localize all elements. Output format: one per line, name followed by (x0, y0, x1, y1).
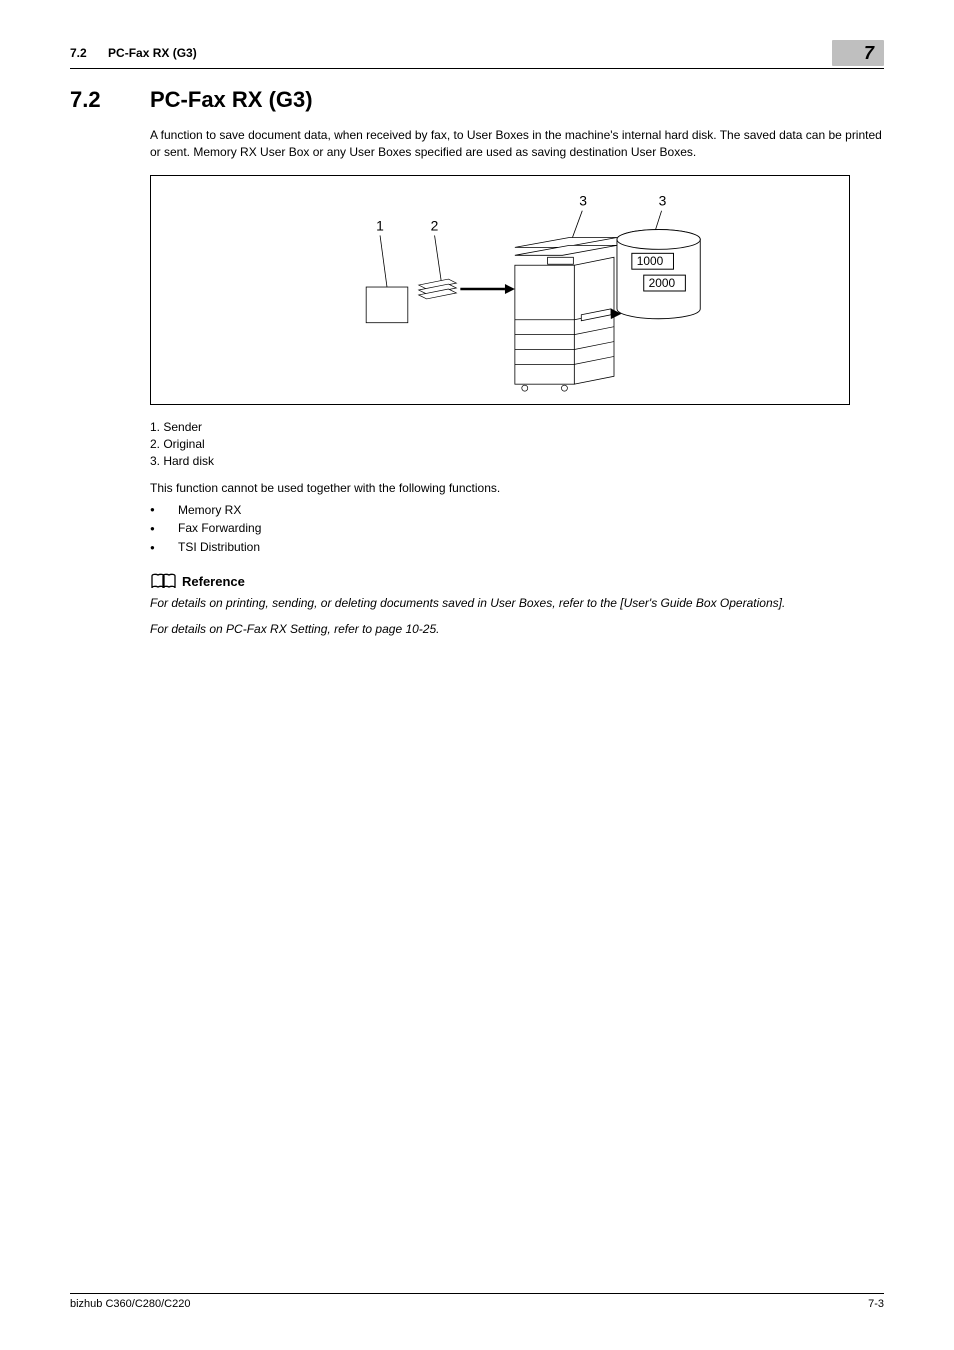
header-left: 7.2 PC-Fax RX (G3) (70, 46, 197, 60)
callout-3b-label: 3 (659, 192, 667, 208)
legend-1: 1. Sender (150, 419, 884, 436)
disk-box-2: 2000 (649, 276, 676, 290)
reference-p1: For details on printing, sending, or del… (150, 595, 884, 612)
callout-legend: 1. Sender 2. Original 3. Hard disk (150, 419, 884, 471)
limitation-intro: This function cannot be used together wi… (150, 481, 884, 495)
section-title: 7.2 PC-Fax RX (G3) (70, 87, 884, 113)
pages-icon (419, 279, 457, 299)
limitation-list: Memory RX Fax Forwarding TSI Distributio… (150, 501, 884, 557)
footer-model: bizhub C360/C280/C220 (70, 1298, 190, 1310)
intro-paragraph: A function to save document data, when r… (150, 127, 884, 161)
header-section-name: PC-Fax RX (G3) (108, 46, 197, 60)
reference-heading: Reference (182, 574, 245, 589)
footer-page: 7-3 (868, 1298, 884, 1310)
chapter-badge: 7 (832, 40, 884, 66)
list-item: TSI Distribution (150, 538, 884, 557)
legend-2: 2. Original (150, 436, 884, 453)
callout-2-label: 2 (431, 217, 439, 233)
disk-box-1: 1000 (637, 254, 664, 268)
callout-3a-label: 3 (579, 192, 587, 208)
reference-p2: For details on PC-Fax RX Setting, refer … (150, 621, 884, 638)
list-item: Memory RX (150, 501, 884, 520)
list-item: Fax Forwarding (150, 519, 884, 538)
mfp-icon (515, 237, 621, 391)
page-header: 7.2 PC-Fax RX (G3) 7 (70, 40, 884, 69)
book-icon (150, 573, 176, 591)
callout-1-label: 1 (376, 217, 384, 233)
section-title-number: 7.2 (70, 87, 150, 113)
reference-heading-row: Reference (150, 573, 884, 591)
header-section-number: 7.2 (70, 46, 87, 60)
diagram-svg: 1 2 3 3 (151, 176, 849, 404)
legend-3: 3. Hard disk (150, 453, 884, 470)
page-footer: bizhub C360/C280/C220 7-3 (70, 1293, 884, 1310)
section-title-name: PC-Fax RX (G3) (150, 87, 313, 113)
diagram-container: 1 2 3 3 (150, 175, 850, 405)
chapter-number: 7 (864, 43, 874, 64)
body-content: A function to save document data, when r… (150, 127, 884, 638)
harddisk-icon: 1000 2000 (617, 229, 700, 318)
